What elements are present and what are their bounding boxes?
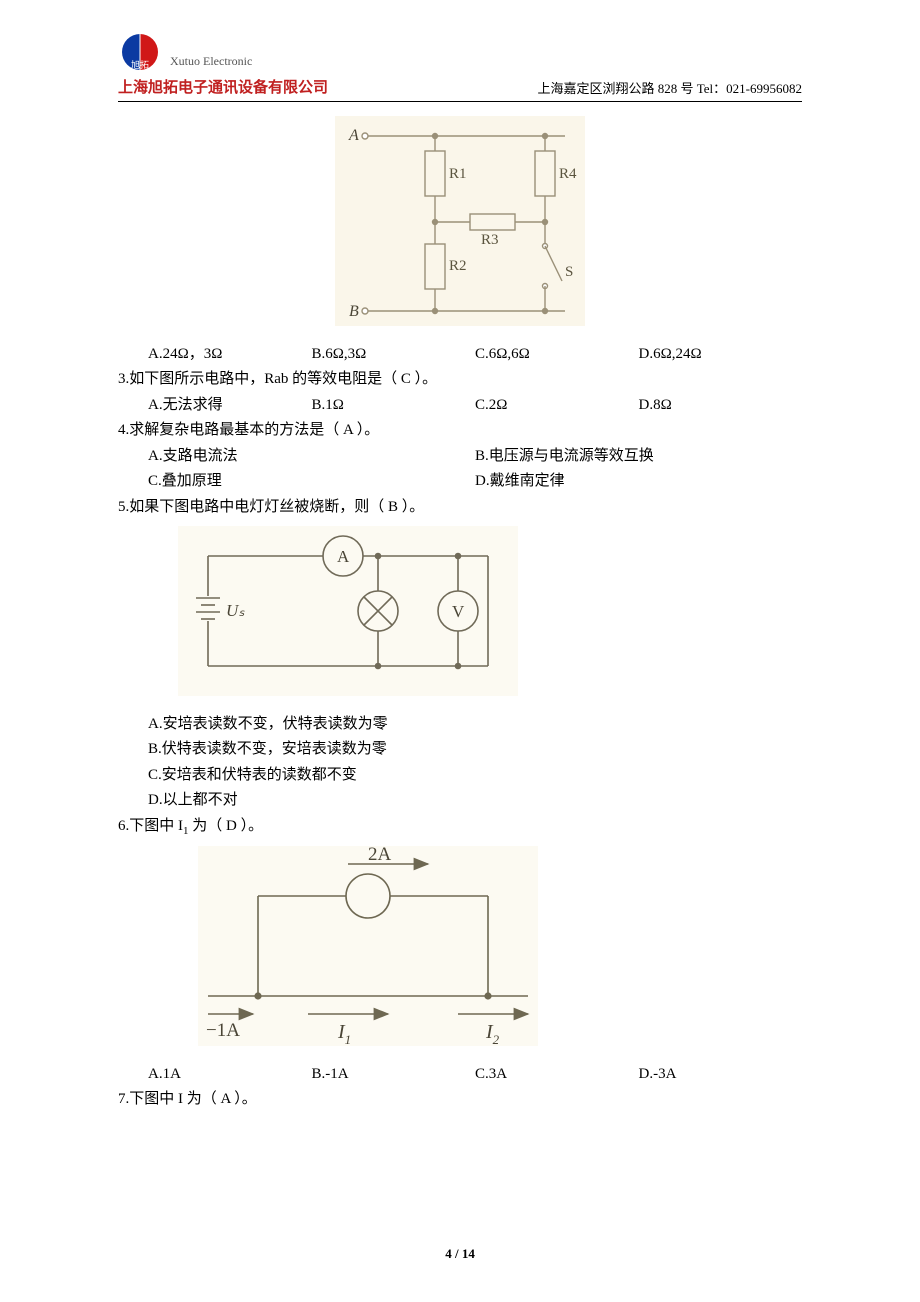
- q6-options: A.1A B.-1A C.3A D.-3A: [118, 1062, 802, 1088]
- q5-options: A.安培表读数不变，伏特表读数为零 B.伏特表读数不变，安培表读数为零 C.安培…: [118, 712, 802, 814]
- q4-opt-b: B.电压源与电流源等效互换: [475, 444, 802, 470]
- q3-opt-b: B.1Ω: [312, 393, 476, 419]
- page-footer: 4 / 14: [0, 1246, 920, 1262]
- svg-text:V: V: [452, 602, 465, 621]
- page-total: 14: [462, 1246, 475, 1261]
- figure-circuit-3: 2A −1A I1 I2: [118, 846, 802, 1056]
- page-sep: /: [452, 1246, 462, 1261]
- q2-opt-a: A.24Ω，3Ω: [148, 342, 312, 368]
- q2-opt-b: B.6Ω,3Ω: [312, 342, 476, 368]
- brand-english: Xutuo Electronic: [170, 54, 252, 69]
- q4-opt-a: A.支路电流法: [148, 444, 475, 470]
- content-area: A B R1 R2 R3 R4 S A.24Ω，3Ω B.6Ω,3Ω C.6Ω,…: [118, 116, 802, 1113]
- svg-text:A: A: [337, 547, 350, 566]
- logo-icon: 旭拓: [118, 30, 162, 74]
- q3-opt-a: A.无法求得: [148, 393, 312, 419]
- figure-circuit-1: A B R1 R2 R3 R4 S: [118, 116, 802, 336]
- q6-opt-d: D.-3A: [639, 1062, 803, 1088]
- q4-opt-c: C.叠加原理: [148, 469, 475, 495]
- q6-text: 6.下图中 I1 为（ D ）。: [118, 814, 802, 841]
- q7-text: 7.下图中 I 为（ A ）。: [118, 1087, 802, 1113]
- svg-text:旭拓: 旭拓: [131, 59, 149, 70]
- q6-opt-c: C.3A: [475, 1062, 639, 1088]
- header-address: 上海嘉定区浏翔公路 828 号 Tel：021-69956082: [538, 78, 803, 97]
- q5-opt-c: C.安培表和伏特表的读数都不变: [148, 763, 802, 789]
- svg-text:−1A: −1A: [206, 1020, 240, 1041]
- q6-opt-b: B.-1A: [312, 1062, 476, 1088]
- svg-text:Uₛ: Uₛ: [226, 601, 245, 620]
- q6-opt-a: A.1A: [148, 1062, 312, 1088]
- q2-options: A.24Ω，3Ω B.6Ω,3Ω C.6Ω,6Ω D.6Ω,24Ω: [118, 342, 802, 368]
- q5-opt-b: B.伏特表读数不变，安培表读数为零: [148, 737, 802, 763]
- q3-options: A.无法求得 B.1Ω C.2Ω D.8Ω: [118, 393, 802, 419]
- svg-text:B: B: [349, 303, 359, 320]
- q5-opt-d: D.以上都不对: [148, 788, 802, 814]
- q3-opt-d: D.8Ω: [639, 393, 803, 419]
- q5-text: 5.如果下图电路中电灯灯丝被烧断，则（ B ）。: [118, 495, 802, 521]
- company-name: 上海旭拓电子通讯设备有限公司: [118, 76, 328, 97]
- svg-text:R4: R4: [559, 166, 577, 182]
- q3-opt-c: C.2Ω: [475, 393, 639, 419]
- logo-block: 旭拓 Xutuo Electronic 上海旭拓电子通讯设备有限公司: [118, 30, 328, 97]
- page-header: 旭拓 Xutuo Electronic 上海旭拓电子通讯设备有限公司 上海嘉定区…: [118, 30, 802, 102]
- svg-text:2A: 2A: [368, 846, 392, 865]
- figure-circuit-2: A V Uₛ: [118, 526, 802, 706]
- q2-opt-c: C.6Ω,6Ω: [475, 342, 639, 368]
- q3-text: 3.如下图所示电路中，Rab 的等效电阻是（ C ）。: [118, 367, 802, 393]
- svg-text:R3: R3: [481, 232, 499, 248]
- q2-opt-d: D.6Ω,24Ω: [639, 342, 803, 368]
- q4-text: 4.求解复杂电路最基本的方法是（ A ）。: [118, 418, 802, 444]
- page: 旭拓 Xutuo Electronic 上海旭拓电子通讯设备有限公司 上海嘉定区…: [0, 0, 920, 1302]
- q4-opt-d: D.戴维南定律: [475, 469, 802, 495]
- svg-text:R1: R1: [449, 166, 467, 182]
- svg-text:R2: R2: [449, 258, 467, 274]
- q5-opt-a: A.安培表读数不变，伏特表读数为零: [148, 712, 802, 738]
- svg-text:A: A: [348, 127, 359, 144]
- q4-options: A.支路电流法 B.电压源与电流源等效互换 C.叠加原理 D.戴维南定律: [118, 444, 802, 495]
- svg-text:S: S: [565, 264, 573, 280]
